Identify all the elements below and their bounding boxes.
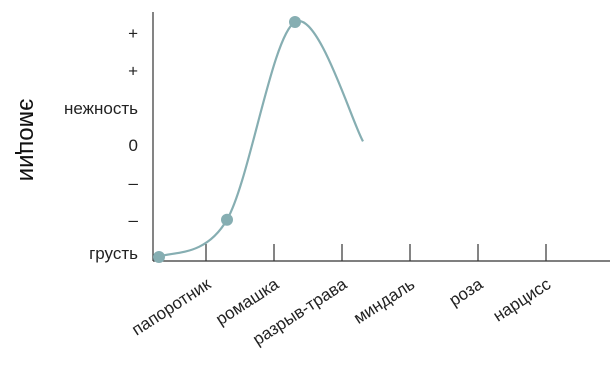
y-tick-label: – [129, 173, 139, 192]
y-tick-label: 0 [129, 136, 138, 155]
x-tick-label: роза [446, 274, 487, 310]
series-line [158, 20, 364, 259]
data-point [221, 213, 233, 226]
y-axis-label: эмоции [14, 99, 41, 182]
y-tick-label: + [128, 24, 138, 43]
x-tick-label: миндаль [350, 274, 418, 327]
y-tick-label: нежность [64, 99, 138, 118]
y-tick-label: грусть [89, 244, 138, 263]
data-point [289, 16, 301, 29]
x-tick-label: папоротник [128, 274, 214, 339]
series-layer [153, 16, 364, 263]
x-tick-label: нарцисс [490, 274, 555, 325]
data-point [153, 251, 165, 263]
y-tick-label: – [129, 211, 139, 230]
y-ticks: грусть – – 0 нежность + + [64, 24, 139, 263]
y-tick-label: + [128, 62, 138, 81]
